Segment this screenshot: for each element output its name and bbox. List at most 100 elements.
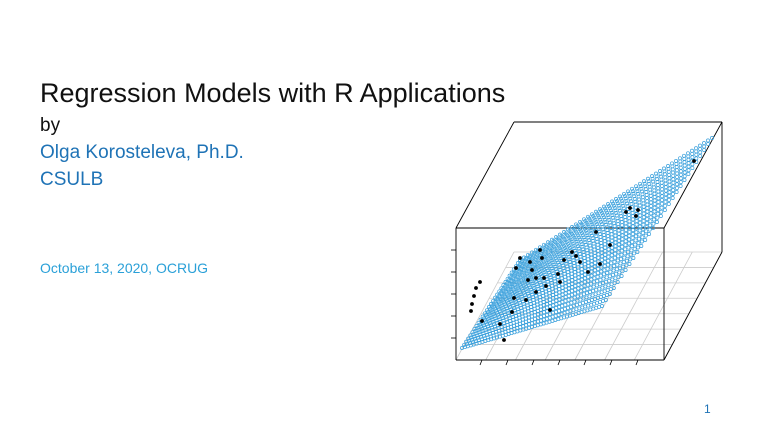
plane-ring — [497, 317, 502, 322]
plane-ring — [558, 232, 562, 237]
plane-ring — [619, 274, 624, 278]
data-point — [594, 230, 598, 234]
plane-ring — [594, 283, 599, 288]
plane-ring — [648, 190, 653, 195]
plane-ring — [602, 239, 607, 244]
data-point — [510, 310, 514, 314]
plane-ring — [534, 282, 539, 287]
page-number: 1 — [704, 402, 711, 416]
plane-ring — [613, 240, 618, 245]
plane-ring — [663, 199, 668, 204]
plane-ring — [583, 276, 587, 281]
plane-ring — [637, 203, 642, 208]
plane-ring — [604, 225, 609, 230]
plane-ring — [581, 235, 586, 240]
plane-ring — [608, 206, 612, 211]
plane-ring — [605, 266, 610, 271]
plane-ring — [682, 178, 687, 182]
floor-grid-line — [604, 251, 663, 361]
plane-ring — [648, 215, 653, 220]
plane-ring — [556, 252, 561, 257]
plane-ring — [594, 219, 599, 224]
plane-ring — [663, 196, 668, 200]
plane-ring — [604, 275, 609, 280]
plane-ring — [636, 241, 641, 246]
plane-ring — [671, 177, 676, 182]
plane-ring — [627, 219, 632, 224]
plane-ring — [630, 214, 635, 219]
plane-ring — [566, 227, 570, 232]
plane-ring — [563, 246, 568, 250]
data-point — [502, 338, 506, 342]
plane-ring — [592, 272, 597, 277]
plane-ring — [602, 215, 606, 220]
plane-ring — [576, 244, 580, 249]
plane-ring — [655, 220, 659, 224]
plane-ring — [652, 213, 657, 218]
plane-ring — [569, 271, 574, 276]
plane-ring — [613, 244, 618, 249]
plane-ring — [588, 243, 593, 248]
plane-ring — [599, 222, 604, 227]
plane-ring — [581, 247, 585, 252]
plane-ring — [594, 209, 598, 214]
plane-ring — [667, 197, 672, 202]
plane-ring — [557, 293, 562, 298]
plane-ring — [606, 234, 610, 239]
plane-ring — [609, 253, 614, 258]
plane-ring — [678, 156, 682, 161]
plane-ring — [620, 237, 625, 242]
plane-ring — [505, 298, 510, 303]
plane-ring — [606, 262, 610, 267]
plane-ring — [621, 264, 626, 269]
plane-ring — [634, 222, 639, 227]
plane-ring — [560, 261, 565, 265]
plane-ring — [651, 217, 656, 222]
plane-ring — [636, 245, 640, 250]
plane-ring — [694, 146, 698, 151]
presentation-date: October 13, 2020, OCRUG — [40, 260, 209, 276]
plane-ring — [541, 300, 546, 304]
plane-ring — [589, 273, 594, 278]
plane-ring — [667, 190, 672, 195]
plane-ring — [557, 254, 562, 259]
plane-ring — [626, 191, 631, 196]
plane-ring — [624, 263, 629, 268]
plane-ring — [690, 162, 695, 167]
plane-ring — [600, 211, 605, 215]
plane-ring — [663, 203, 668, 208]
plane-ring — [618, 211, 623, 216]
plane-ring — [618, 194, 622, 199]
plane-ring — [606, 283, 611, 288]
plane-ring — [616, 246, 621, 251]
plane-ring — [491, 312, 496, 317]
plane-ring — [486, 305, 491, 310]
plane-ring — [671, 170, 675, 175]
plane-ring — [565, 250, 570, 255]
plane-ring — [616, 250, 621, 255]
plane-ring — [710, 136, 714, 140]
plane-ring — [623, 235, 628, 240]
plane-ring — [522, 290, 526, 295]
tick-mark — [505, 359, 509, 366]
data-point — [469, 309, 473, 313]
plane-ring — [570, 278, 575, 283]
plane-ring — [579, 285, 584, 290]
plane-ring — [643, 233, 648, 238]
plane-ring — [548, 264, 553, 269]
plane-ring — [552, 276, 557, 281]
plane-ring — [572, 246, 577, 251]
plane-ring — [508, 297, 513, 302]
plane-ring — [675, 171, 680, 176]
plane-ring — [568, 260, 572, 264]
plane-ring — [488, 313, 493, 318]
plane-ring — [575, 241, 580, 246]
plane-ring — [554, 298, 559, 303]
plane-ring — [614, 267, 619, 272]
plane-ring — [610, 277, 615, 282]
plane-ring — [599, 244, 604, 249]
plane-ring — [620, 233, 625, 238]
plane-ring — [510, 301, 515, 306]
plane-ring — [598, 273, 603, 278]
plane-ring — [573, 248, 578, 253]
